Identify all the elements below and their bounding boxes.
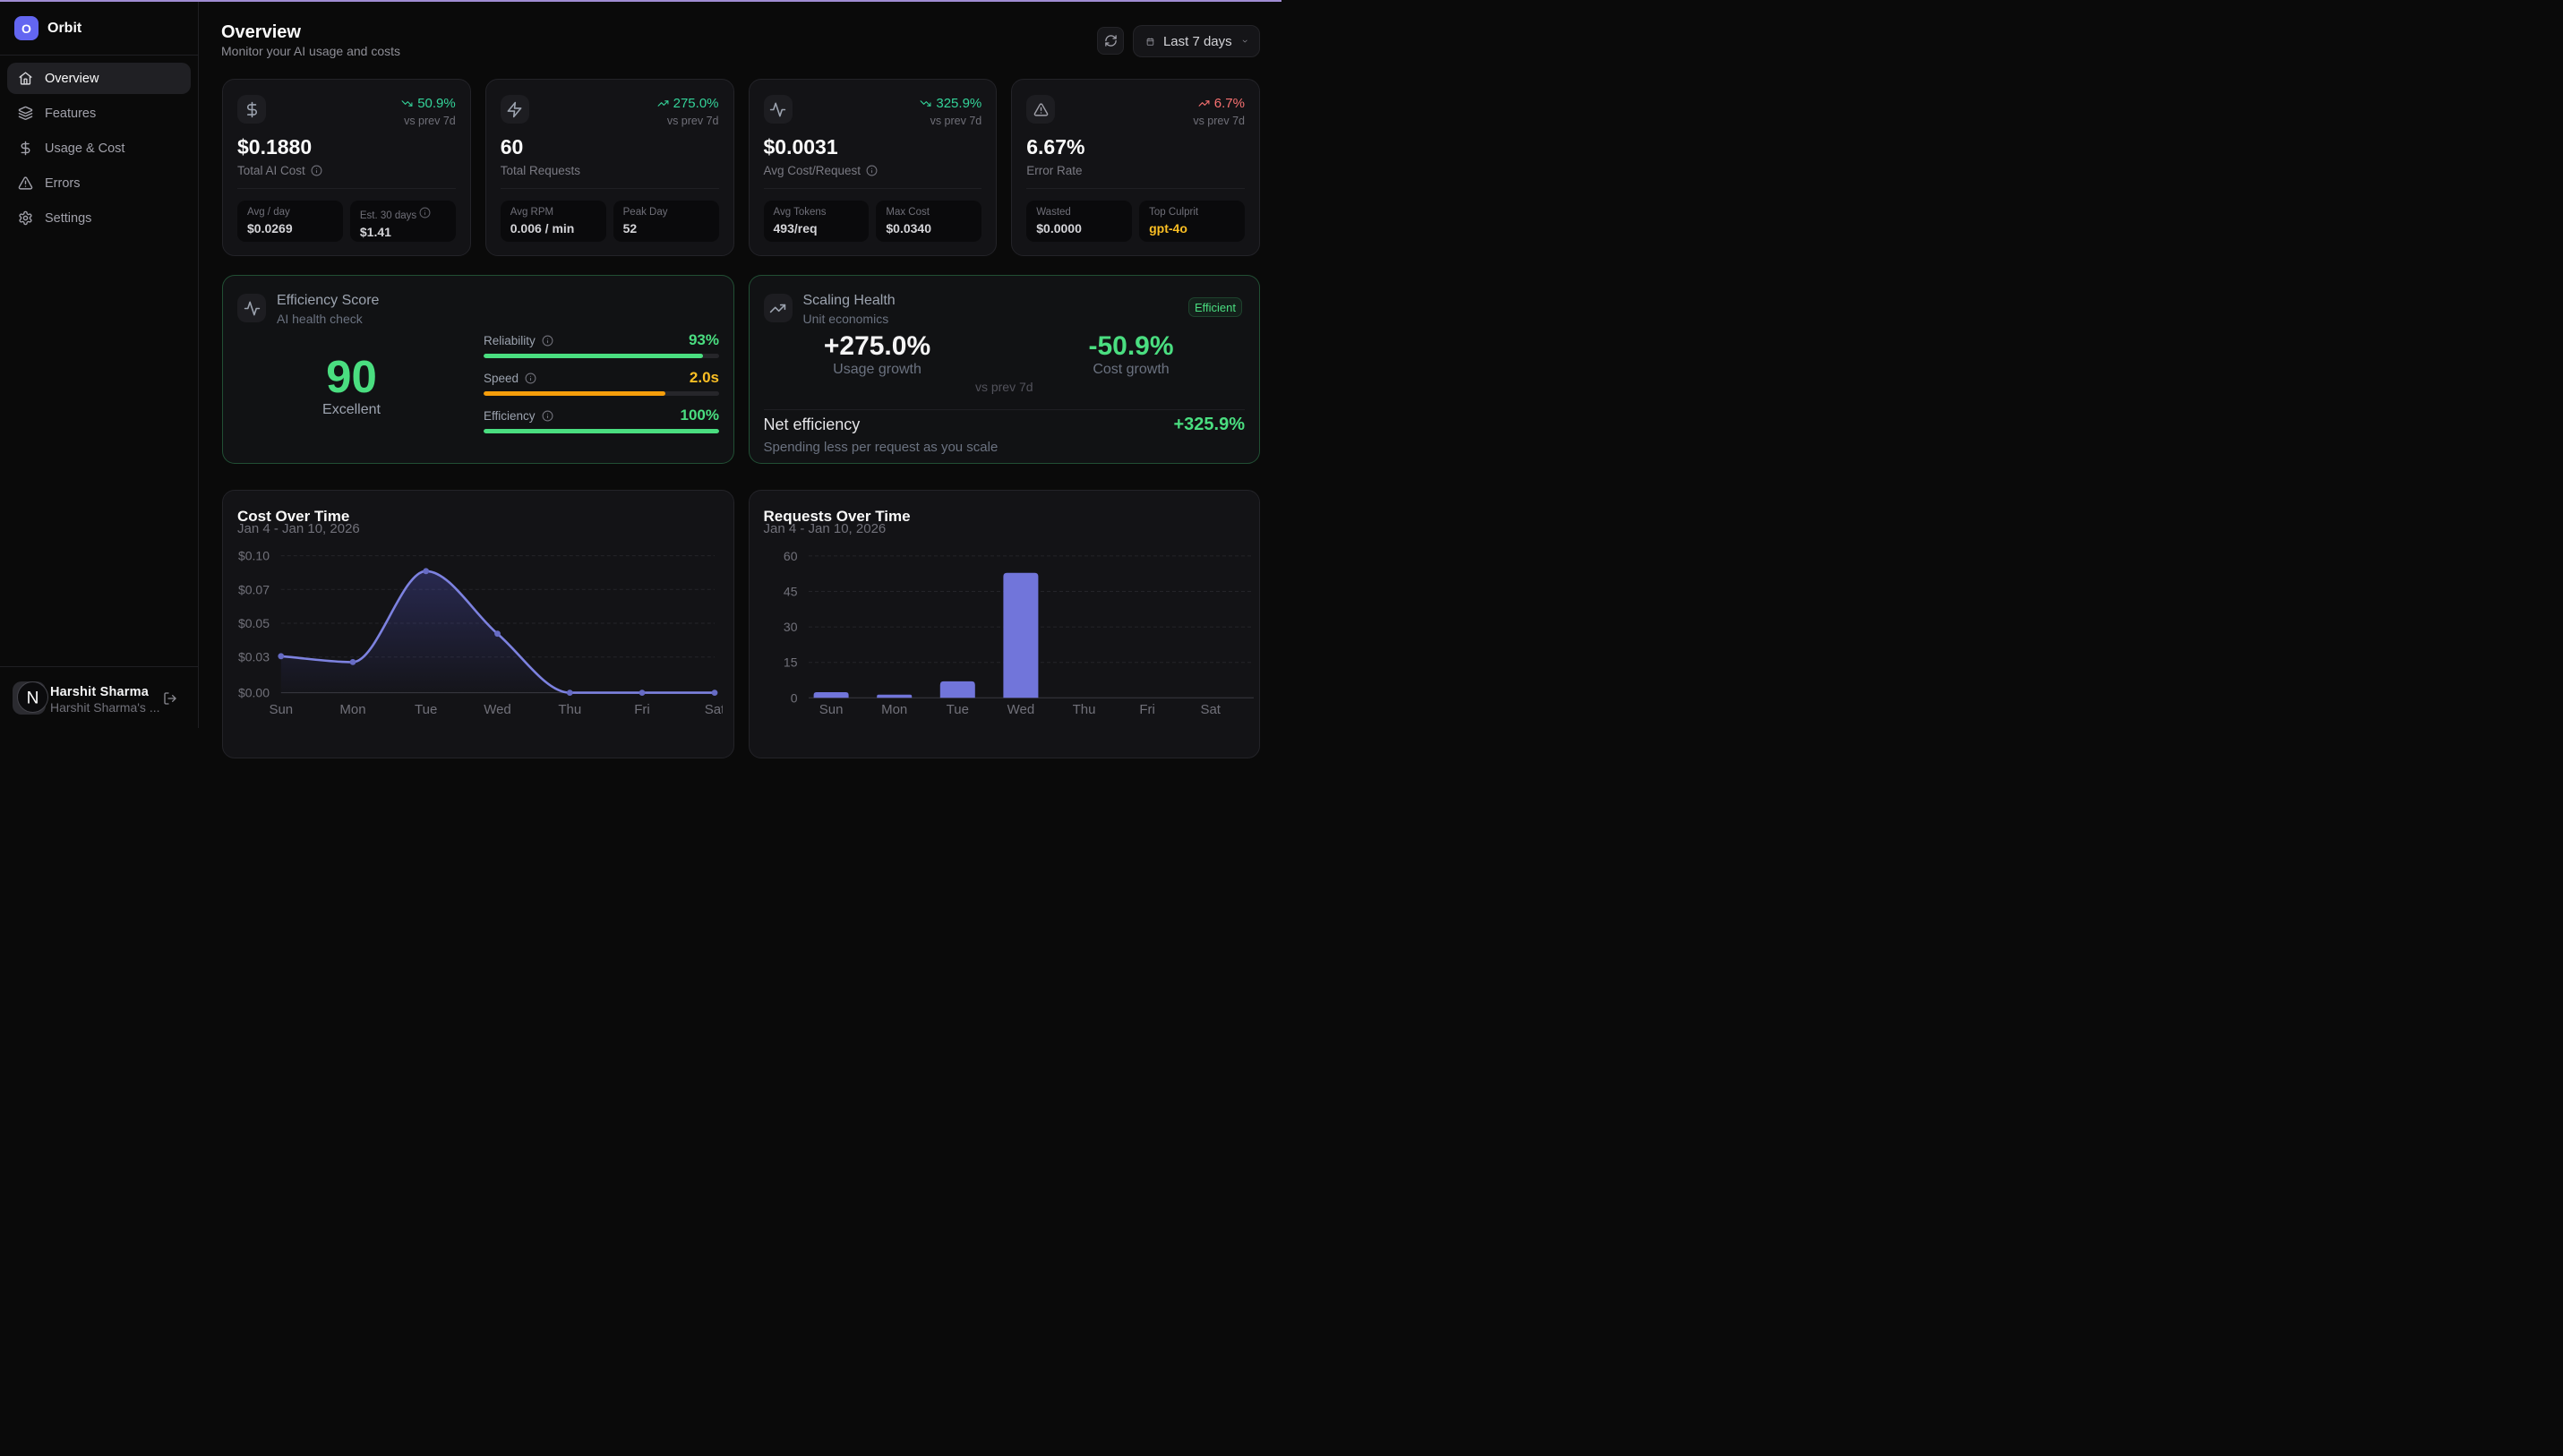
svg-text:Fri: Fri bbox=[1139, 702, 1155, 717]
svg-text:Tue: Tue bbox=[946, 702, 968, 717]
svg-text:$0.10: $0.10 bbox=[238, 549, 270, 563]
svg-text:Sat: Sat bbox=[1200, 702, 1221, 717]
svg-text:Thu: Thu bbox=[558, 702, 581, 717]
svg-text:Mon: Mon bbox=[339, 702, 365, 717]
svg-text:Tue: Tue bbox=[415, 702, 437, 717]
svg-text:0: 0 bbox=[790, 690, 797, 705]
svg-text:Mon: Mon bbox=[881, 702, 907, 717]
svg-text:30: 30 bbox=[783, 620, 797, 634]
svg-text:$0.07: $0.07 bbox=[238, 582, 270, 596]
svg-text:Thu: Thu bbox=[1072, 702, 1095, 717]
svg-text:$0.05: $0.05 bbox=[238, 616, 270, 630]
svg-text:60: 60 bbox=[783, 549, 797, 563]
svg-text:$0.03: $0.03 bbox=[238, 650, 270, 664]
svg-text:Fri: Fri bbox=[634, 702, 650, 717]
svg-text:Wed: Wed bbox=[484, 702, 511, 717]
svg-text:Sat: Sat bbox=[705, 702, 723, 717]
svg-text:N: N bbox=[27, 689, 39, 707]
svg-text:$0.00: $0.00 bbox=[238, 686, 270, 700]
svg-text:Sun: Sun bbox=[819, 702, 843, 717]
svg-text:Wed: Wed bbox=[1007, 702, 1034, 717]
svg-text:Sun: Sun bbox=[269, 702, 293, 717]
svg-text:15: 15 bbox=[783, 655, 797, 670]
svg-text:45: 45 bbox=[783, 585, 797, 599]
